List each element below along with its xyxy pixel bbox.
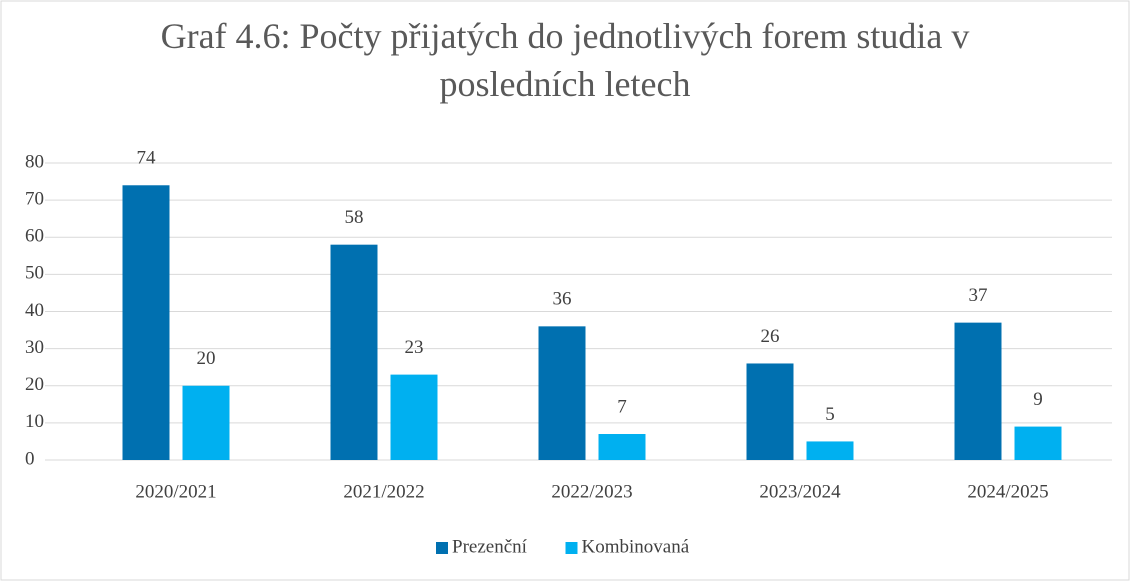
legend-swatch bbox=[565, 542, 578, 554]
data-label: 58 bbox=[345, 207, 364, 228]
bar bbox=[330, 244, 378, 460]
y-tick-label: 60 bbox=[25, 226, 44, 247]
data-label: 5 bbox=[825, 404, 835, 425]
y-tick-label: 30 bbox=[25, 337, 44, 358]
x-tick-label: 2022/2023 bbox=[551, 481, 632, 502]
bar bbox=[806, 441, 854, 460]
x-tick-label: 2023/2024 bbox=[759, 481, 841, 502]
data-label: 20 bbox=[197, 348, 216, 369]
data-label: 74 bbox=[137, 148, 157, 169]
bar bbox=[1014, 426, 1062, 460]
y-tick-label: 80 bbox=[25, 151, 44, 172]
bar bbox=[182, 385, 230, 460]
bar bbox=[122, 185, 170, 460]
bar bbox=[954, 322, 1002, 460]
legend-label: Prezenční bbox=[452, 536, 528, 557]
data-label: 36 bbox=[553, 289, 572, 310]
x-tick-label: 2020/2021 bbox=[135, 481, 216, 502]
legend-swatch bbox=[436, 542, 448, 554]
x-tick-label: 2024/2025 bbox=[967, 481, 1048, 502]
y-tick-label: 50 bbox=[25, 263, 44, 284]
chart-title: Graf 4.6: Počty přijatých do jednotlivýc… bbox=[160, 16, 970, 104]
bar bbox=[538, 326, 586, 460]
legend-label: Kombinovaná bbox=[582, 536, 690, 557]
data-label: 23 bbox=[405, 337, 424, 358]
bar bbox=[746, 363, 794, 460]
y-tick-label: 40 bbox=[25, 300, 44, 321]
y-tick-label: 10 bbox=[25, 411, 44, 432]
bar bbox=[598, 434, 646, 460]
data-label: 37 bbox=[969, 285, 988, 306]
y-tick-label: 70 bbox=[25, 188, 44, 209]
y-tick-label: 20 bbox=[25, 374, 44, 395]
data-label: 9 bbox=[1033, 389, 1043, 410]
data-label: 7 bbox=[617, 396, 627, 417]
bar bbox=[390, 374, 438, 460]
x-tick-label: 2021/2022 bbox=[343, 481, 424, 502]
data-label: 26 bbox=[761, 326, 780, 347]
y-tick-label: 0 bbox=[25, 448, 35, 469]
